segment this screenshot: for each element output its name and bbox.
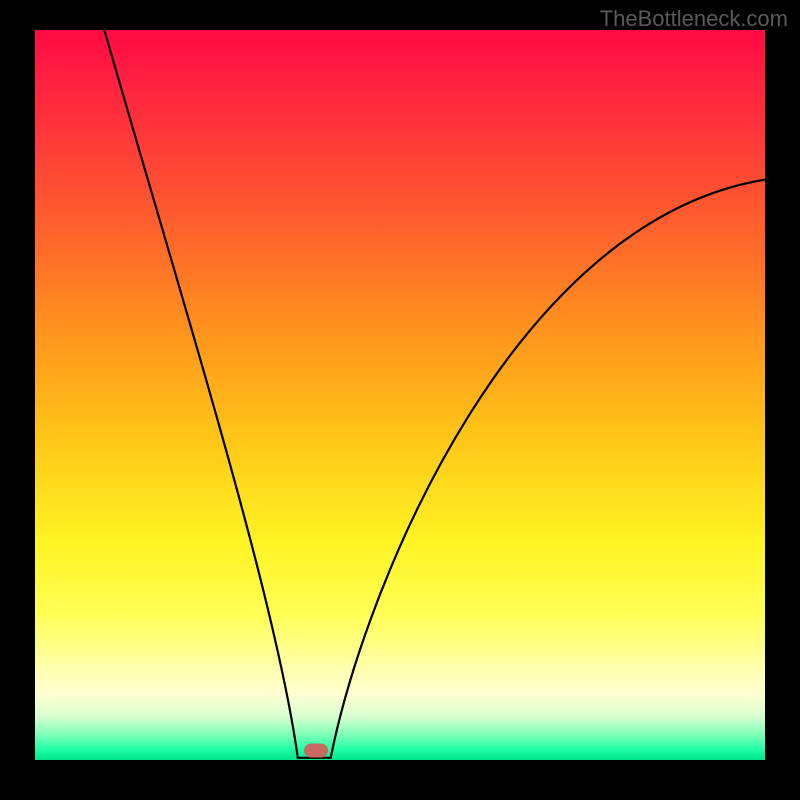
chart-frame: { "watermark": { "text": "TheBottleneck.…	[0, 0, 800, 800]
bottleneck-chart	[0, 0, 800, 800]
gradient-background	[35, 30, 765, 760]
bottleneck-marker	[304, 744, 328, 758]
watermark-text: TheBottleneck.com	[600, 6, 788, 32]
